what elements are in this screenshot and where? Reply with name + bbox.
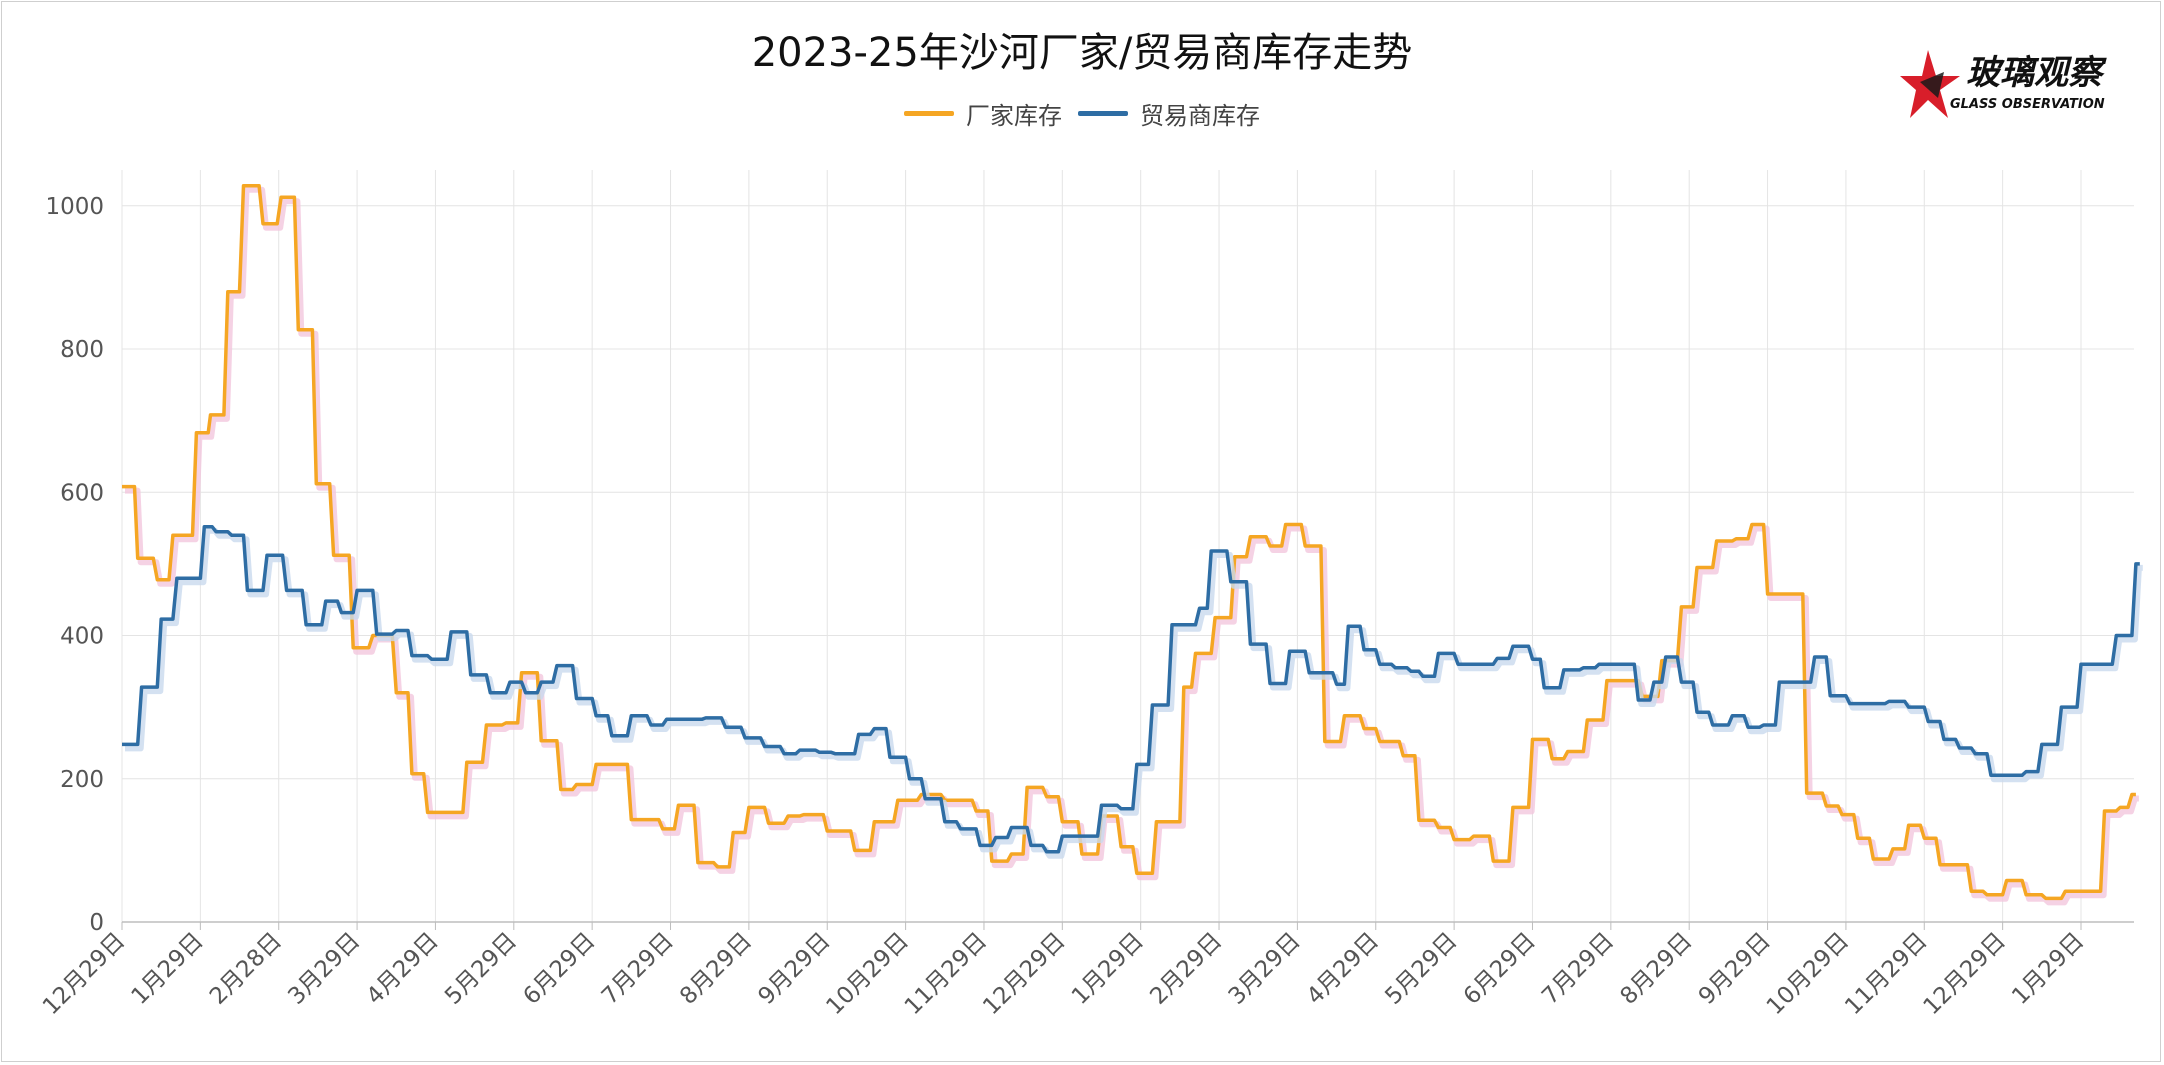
x-tick-labels: 12月29日1月29日2月28日3月29日4月29日5月29日6月29日7月29… — [38, 928, 2089, 1020]
x-tick-label: 6月29日 — [1459, 928, 1541, 1010]
x-tick-label: 12月29日 — [978, 928, 1070, 1020]
x-tick-label: 12月29日 — [38, 928, 130, 1020]
x-tick-label: 3月29日 — [283, 928, 365, 1010]
x-tick-label: 8月29日 — [675, 928, 757, 1010]
x-tick-label: 1月29日 — [127, 928, 209, 1010]
grid-lines — [121, 170, 2134, 922]
x-tick-label: 9月29日 — [1694, 928, 1776, 1010]
x-tick-label: 5月29日 — [440, 928, 522, 1010]
x-tick-label: 4月29日 — [1302, 928, 1384, 1010]
logo-subtext: GLASS OBSERVATION — [1950, 97, 2105, 112]
y-tick-label: 0 — [89, 910, 104, 936]
series-line-trader[interactable] — [122, 524, 2140, 854]
y-tick-label: 200 — [60, 767, 104, 793]
y-tick-label: 400 — [60, 624, 104, 650]
y-tick-label: 1000 — [45, 194, 104, 220]
x-tick-label: 12月29日 — [1919, 928, 2011, 1020]
x-tick-label: 11月29日 — [900, 928, 992, 1020]
x-tick-label: 1月29日 — [1067, 928, 1149, 1010]
y-tick-label: 800 — [60, 337, 104, 363]
legend-item-factory[interactable]: 厂家库存 — [904, 96, 1062, 131]
x-tick-label: 1月29日 — [2007, 928, 2089, 1010]
legend-label-trader: 贸易商库存 — [1140, 102, 1260, 130]
x-tick-label: 7月29日 — [597, 928, 679, 1010]
x-tick-label: 4月29日 — [362, 928, 444, 1010]
series-shadow-trader — [125, 527, 2143, 859]
glass-observation-logo: 玻璃观察 GLASS OBSERVATION — [1900, 50, 2107, 118]
legend-label-factory: 厂家库存 — [966, 102, 1062, 130]
x-tick-label: 11月29日 — [1840, 928, 1932, 1020]
x-tick-label: 10月29日 — [822, 928, 914, 1020]
legend: 厂家库存 贸易商库存 — [0, 96, 2164, 131]
x-tick-label: 5月29日 — [1380, 928, 1462, 1010]
x-tick-label: 7月29日 — [1537, 928, 1619, 1010]
x-tick-label: 2月28日 — [205, 928, 287, 1010]
logo-text: 玻璃观察 — [1966, 53, 2107, 93]
legend-item-trader[interactable]: 贸易商库存 — [1078, 96, 1260, 131]
x-tick-label: 2月29日 — [1145, 928, 1227, 1010]
x-tick-label: 3月29日 — [1224, 928, 1306, 1010]
x-tick-label: 9月29日 — [754, 928, 836, 1010]
legend-swatch-trader — [1078, 111, 1128, 116]
chart-title: 2023-25年沙河厂家/贸易商库存走势 — [751, 30, 1413, 76]
y-tick-label: 600 — [60, 480, 104, 506]
legend-swatch-factory — [904, 111, 954, 116]
y-tick-labels: 0 200 400 600 800 1000 — [45, 194, 104, 936]
x-tick-label: 6月29日 — [518, 928, 600, 1010]
x-tick-label: 10月29日 — [1762, 928, 1854, 1020]
series-line-factory[interactable] — [122, 184, 2136, 901]
axes — [121, 921, 2134, 930]
series-lines — [122, 184, 2143, 906]
x-tick-label: 8月29日 — [1615, 928, 1697, 1010]
